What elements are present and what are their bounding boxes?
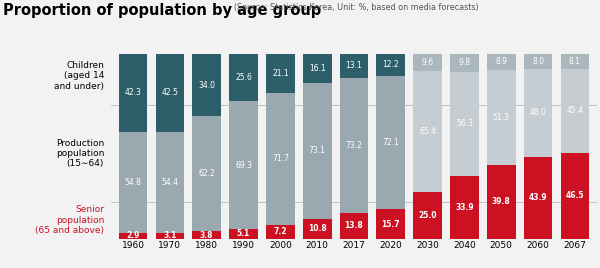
Bar (450, 54, 479, 72)
Text: 33.9: 33.9 (455, 203, 474, 212)
Text: 10.8: 10.8 (308, 224, 326, 233)
Bar (155, 233, 184, 239)
Text: 42.5: 42.5 (161, 88, 178, 97)
Bar (560, 152, 589, 239)
Text: 3.1: 3.1 (163, 231, 176, 240)
Text: 3.8: 3.8 (200, 230, 214, 240)
Bar (229, 229, 258, 239)
Bar (340, 53, 368, 78)
Text: 12.2: 12.2 (383, 60, 399, 69)
Text: 69.3: 69.3 (235, 161, 252, 170)
Bar (193, 54, 221, 117)
Bar (340, 78, 368, 213)
Text: 21.1: 21.1 (272, 69, 289, 78)
Text: Production
population
(15∼64): Production population (15∼64) (56, 139, 104, 168)
Bar (560, 69, 589, 152)
Text: 46.5: 46.5 (566, 191, 584, 200)
Bar (155, 132, 184, 233)
Text: 15.7: 15.7 (382, 219, 400, 229)
Text: 16.1: 16.1 (309, 64, 326, 73)
Bar (560, 54, 589, 69)
Bar (266, 54, 295, 93)
Text: 25.6: 25.6 (235, 73, 252, 82)
Text: 8.0: 8.0 (532, 57, 544, 66)
Text: 39.8: 39.8 (492, 197, 511, 206)
Text: 42.3: 42.3 (125, 88, 142, 97)
Bar (155, 54, 184, 132)
Text: 48.0: 48.0 (530, 109, 547, 117)
Bar (229, 54, 258, 101)
Bar (193, 232, 221, 239)
Bar (193, 117, 221, 232)
Bar (376, 210, 405, 239)
Text: 62.2: 62.2 (199, 169, 215, 178)
Bar (487, 70, 515, 165)
Bar (413, 71, 442, 192)
Bar (450, 72, 479, 176)
Bar (487, 54, 515, 70)
Text: Children
(aged 14
and under): Children (aged 14 and under) (54, 61, 104, 91)
Text: 72.1: 72.1 (382, 138, 399, 147)
Bar (266, 93, 295, 225)
Text: 73.1: 73.1 (309, 146, 326, 155)
Bar (524, 157, 553, 239)
Text: 71.7: 71.7 (272, 154, 289, 163)
Text: 65.4: 65.4 (419, 127, 436, 136)
Bar (119, 233, 148, 239)
Bar (376, 76, 405, 210)
Text: (Source: Statistics Korea, Unit: %, based on media forecasts): (Source: Statistics Korea, Unit: %, base… (234, 3, 479, 12)
Text: 8.9: 8.9 (495, 57, 507, 66)
Bar (450, 176, 479, 239)
Text: 8.1: 8.1 (569, 57, 581, 66)
Text: 9.6: 9.6 (422, 58, 434, 67)
Bar (487, 165, 515, 239)
Text: 13.1: 13.1 (346, 61, 362, 70)
Text: 73.2: 73.2 (346, 141, 362, 150)
Text: 45.4: 45.4 (566, 106, 583, 115)
Text: 9.8: 9.8 (458, 58, 470, 67)
Text: 54.4: 54.4 (161, 178, 178, 187)
Bar (340, 213, 368, 239)
Text: 2.9: 2.9 (127, 231, 140, 240)
Bar (303, 218, 332, 239)
Bar (266, 225, 295, 239)
Bar (229, 101, 258, 229)
Text: 54.8: 54.8 (125, 178, 142, 187)
Text: Proportion of population by age group: Proportion of population by age group (3, 3, 321, 18)
Bar (524, 69, 553, 157)
Bar (119, 54, 148, 132)
Bar (376, 54, 405, 76)
Bar (303, 83, 332, 218)
Text: 43.9: 43.9 (529, 193, 547, 202)
Text: 34.0: 34.0 (198, 81, 215, 90)
Text: 7.2: 7.2 (274, 227, 287, 236)
Bar (524, 54, 553, 69)
Text: 5.1: 5.1 (237, 229, 250, 238)
Bar (303, 54, 332, 83)
Text: 25.0: 25.0 (418, 211, 437, 220)
Text: 56.3: 56.3 (456, 119, 473, 128)
Bar (413, 192, 442, 239)
Text: 51.3: 51.3 (493, 113, 510, 122)
Bar (119, 132, 148, 233)
Text: Senior
population
(65 and above): Senior population (65 and above) (35, 205, 104, 235)
Text: 13.8: 13.8 (344, 221, 364, 230)
Bar (413, 54, 442, 71)
